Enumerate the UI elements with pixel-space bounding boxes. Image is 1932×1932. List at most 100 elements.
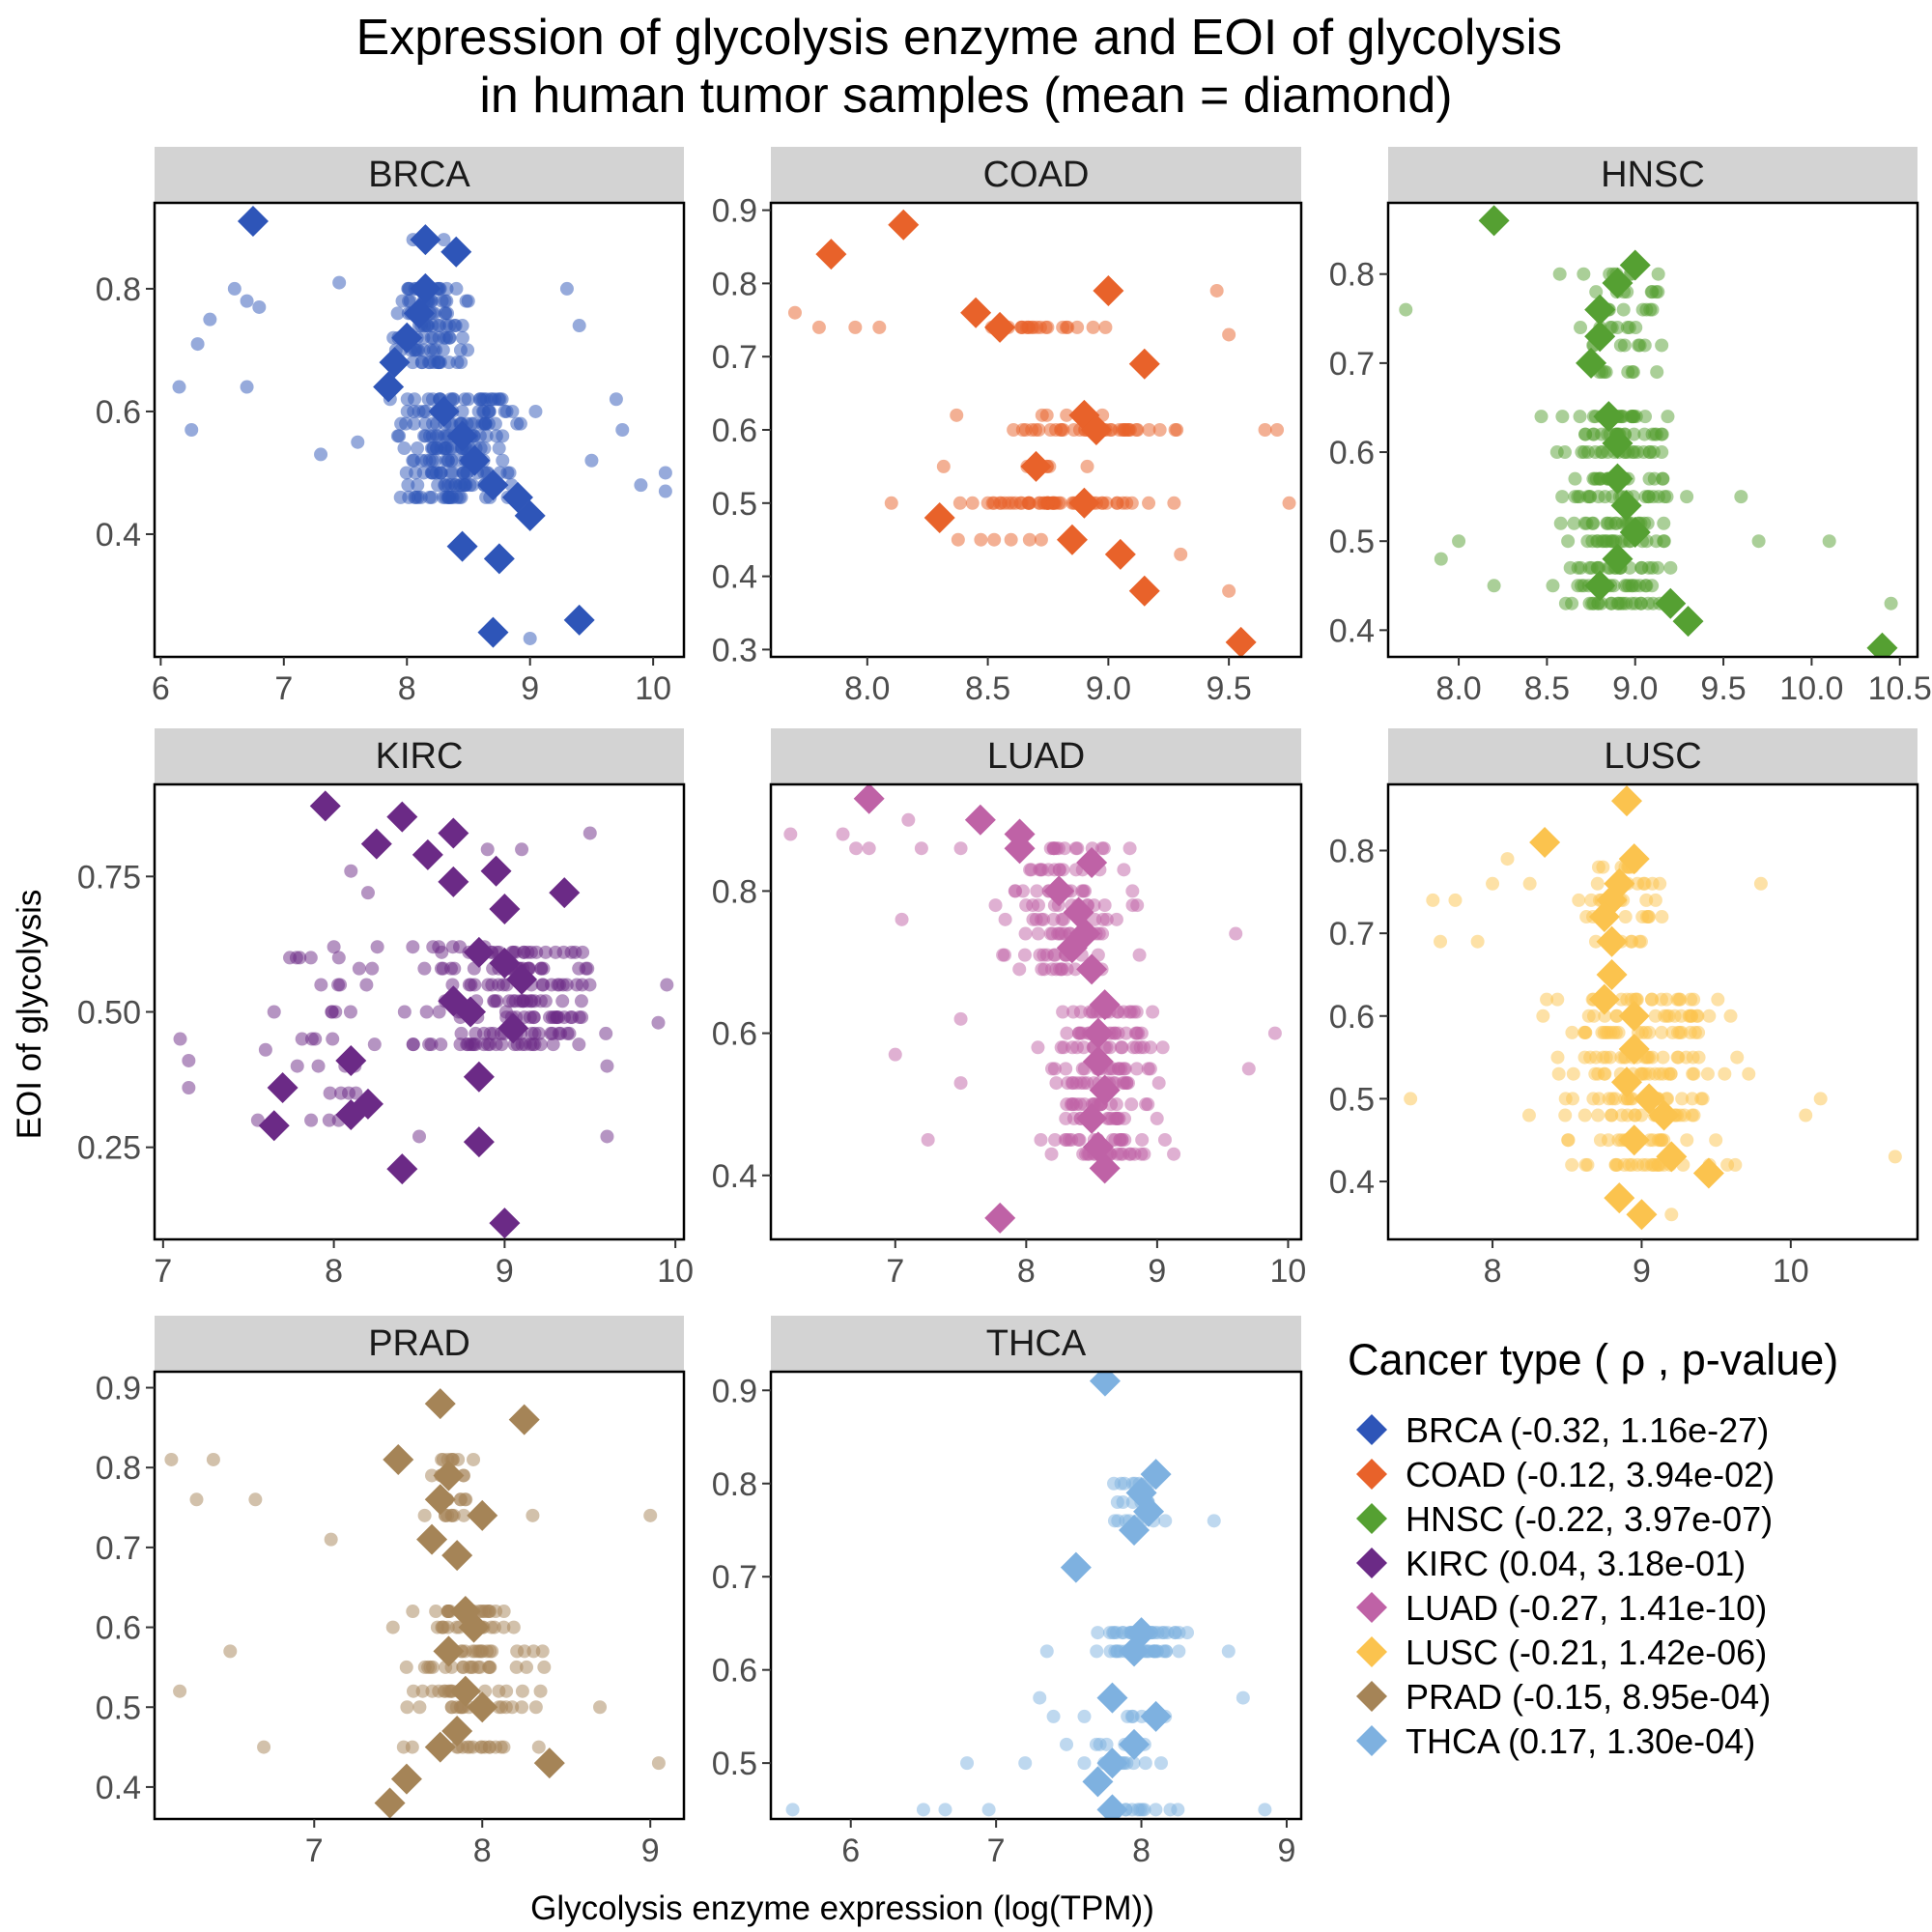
data-point <box>1118 1476 1132 1491</box>
mean-diamond <box>433 1460 465 1492</box>
data-point <box>509 1660 524 1674</box>
data-point <box>417 1508 432 1522</box>
x-tick-label: 6 <box>841 1833 860 1869</box>
data-point <box>1645 302 1660 317</box>
data-point <box>385 1620 400 1634</box>
legend-items: BRCA (-0.32, 1.16e-27) COAD (-0.12, 3.94e… <box>1356 1410 1775 1761</box>
data-point <box>600 1129 614 1144</box>
data-point <box>473 392 488 407</box>
mean-diamond <box>1618 1124 1650 1156</box>
data-point <box>1124 1709 1139 1723</box>
data-point <box>455 330 469 345</box>
facet-strip <box>155 1316 684 1372</box>
data-point <box>349 1086 363 1100</box>
data-point <box>1168 1626 1182 1640</box>
data-point <box>936 459 951 473</box>
facet-strip <box>771 147 1301 203</box>
data-point <box>488 994 502 1009</box>
data-point <box>1799 1108 1813 1122</box>
data-point <box>1022 532 1037 547</box>
data-point <box>400 404 414 418</box>
mean-diamond <box>1119 1514 1151 1546</box>
data-point <box>1062 1132 1076 1147</box>
data-point <box>1656 471 1670 486</box>
data-point <box>257 1740 271 1754</box>
data-point <box>1149 1803 1163 1817</box>
data-point <box>1033 496 1047 510</box>
data-point <box>1625 365 1639 380</box>
data-point <box>1579 910 1594 924</box>
mean-diamond <box>458 1611 490 1643</box>
chart-title: Expression of glycolysis enzyme and EOI … <box>356 10 1577 124</box>
mean-diamond <box>1140 1700 1172 1732</box>
data-point <box>352 961 366 976</box>
data-point <box>444 1700 459 1715</box>
data-point <box>1628 1108 1642 1122</box>
data-point <box>1059 1111 1073 1125</box>
data-point <box>437 330 451 345</box>
x-tick-label: 10 <box>635 670 671 707</box>
data-point <box>1521 1108 1536 1122</box>
data-point <box>536 961 551 976</box>
panel-border <box>153 201 686 659</box>
data-point <box>1404 1092 1418 1106</box>
data-point <box>921 1132 935 1147</box>
data-point <box>1709 1133 1723 1148</box>
mean-diamond <box>1119 1728 1151 1760</box>
data-point <box>1012 962 1027 977</box>
data-point <box>811 320 826 334</box>
data-point <box>1117 423 1131 437</box>
data-point <box>1073 1076 1088 1091</box>
mean-diamond <box>1602 267 1634 298</box>
data-point <box>430 1620 444 1634</box>
data-point <box>1150 1111 1164 1125</box>
y-tick-label: 0.5 <box>1329 524 1375 560</box>
mean-diamond <box>386 1153 418 1185</box>
data-point <box>496 453 510 468</box>
data-point <box>437 233 451 247</box>
data-point <box>426 343 440 357</box>
data-point <box>449 281 464 296</box>
data-point <box>1561 534 1576 549</box>
data-point <box>466 1660 480 1674</box>
data-point <box>1641 560 1656 575</box>
data-point <box>1052 863 1066 877</box>
data-point <box>1229 926 1243 941</box>
panel-brca: BRCA 6 7 8 9 10 0.4 0.6 0.8 <box>96 147 686 707</box>
mean-diamond <box>237 206 269 238</box>
legend-label: COAD (-0.12, 3.94e-02) <box>1406 1455 1775 1494</box>
data-point <box>314 978 328 992</box>
data-point <box>1068 841 1083 856</box>
data-point <box>974 532 988 547</box>
data-point <box>1597 1066 1611 1081</box>
data-point <box>1087 898 1101 913</box>
data-point <box>1068 863 1083 877</box>
data-point <box>1687 1066 1701 1081</box>
data-point <box>1090 1644 1104 1659</box>
data-point <box>1688 1025 1702 1039</box>
data-point <box>1039 948 1054 962</box>
data-point <box>415 1684 430 1698</box>
data-point <box>164 1452 179 1466</box>
data-point <box>1813 1092 1828 1106</box>
data-point <box>1487 579 1501 593</box>
mean-diamond <box>446 530 478 562</box>
legend-label: LUAD (-0.27, 1.41e-10) <box>1406 1588 1767 1628</box>
data-point <box>1043 926 1058 941</box>
x-tick-label: 9.5 <box>1207 670 1252 707</box>
data-point <box>599 1026 613 1040</box>
y-tick-label: 0.25 <box>77 1130 141 1167</box>
data-point <box>407 453 421 468</box>
data-point <box>417 961 432 976</box>
data-point <box>538 945 553 959</box>
x-tick-label: 9 <box>1148 1253 1166 1290</box>
data-point <box>1672 992 1687 1007</box>
x-tick-label: 10.5 <box>1868 670 1932 707</box>
data-point <box>658 466 672 480</box>
data-point <box>1639 579 1654 593</box>
data-point <box>609 392 623 407</box>
data-point <box>1632 338 1646 353</box>
data-point <box>1572 893 1586 907</box>
data-point <box>482 1660 497 1674</box>
data-point <box>862 841 876 856</box>
